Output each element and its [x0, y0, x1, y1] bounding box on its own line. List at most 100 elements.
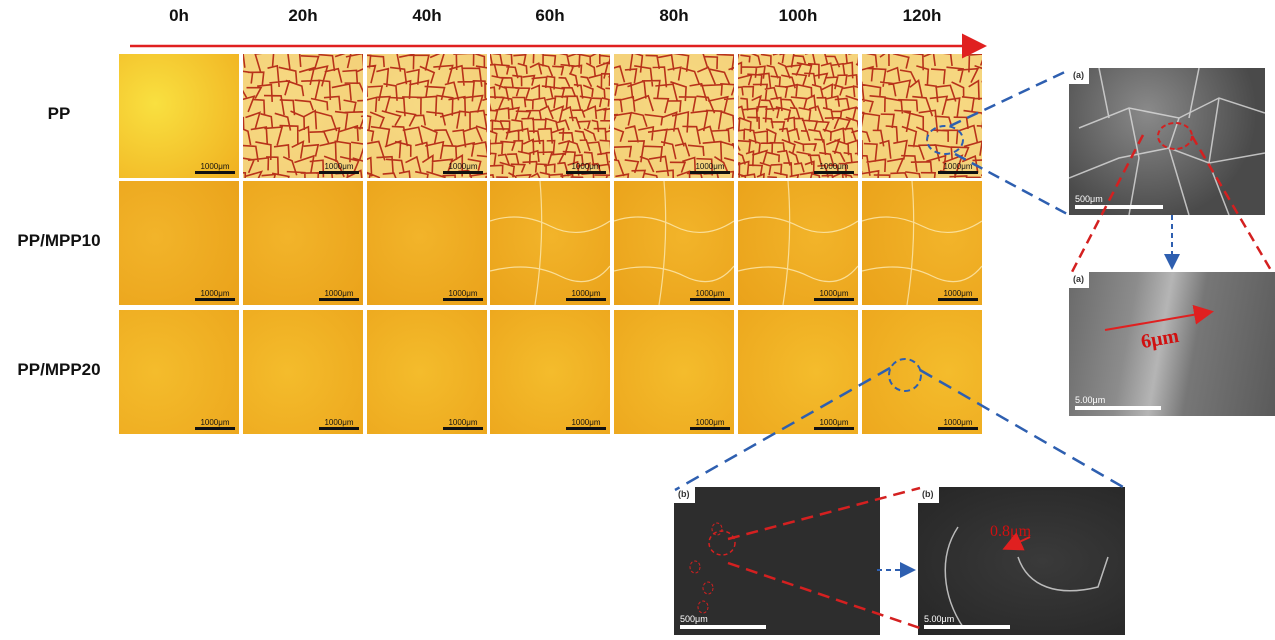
scale-bar: 1000μm: [319, 162, 359, 174]
scale-bar: 1000μm: [195, 289, 235, 301]
column-label-120h: 120h: [902, 6, 942, 25]
scale-bar: 1000μm: [814, 162, 854, 174]
panel-tag: (b): [918, 487, 939, 503]
scale-label: 1000μm: [200, 289, 230, 298]
row-label: PP/MPP20: [17, 360, 101, 379]
scale-label: 1000μm: [695, 162, 725, 171]
sem-texture: [944, 526, 1109, 628]
surface-texture: [490, 181, 610, 305]
micrograph-PP-120h: 1000μm: [862, 54, 982, 178]
panel-tag: (b): [674, 487, 695, 503]
micrograph-PP-60h: 1000μm: [490, 54, 610, 178]
micrograph-PP/MPP20-80h: 1000μm: [614, 310, 734, 434]
micrograph-PP-80h: 1000μm: [614, 54, 734, 178]
micrograph-PP/MPP20-20h: 1000μm: [243, 310, 363, 434]
scale-label: 1000μm: [448, 418, 478, 427]
scale-label: 1000μm: [200, 418, 230, 427]
sem-b-low: (b) 500μm: [674, 487, 880, 635]
scale-bar: 1000μm: [690, 162, 730, 174]
scale-label: 1000μm: [943, 289, 973, 298]
micrograph-PP/MPP20-100h: 1000μm: [738, 310, 858, 434]
scale-label: 500μm: [1075, 194, 1103, 204]
micrograph-PP/MPP10-20h: 1000μm: [243, 181, 363, 305]
micrograph-PP-100h: 1000μm: [738, 54, 858, 178]
sem-a-low: (a) 500μm: [1069, 68, 1265, 215]
scale-label: 1000μm: [200, 162, 230, 171]
scale-bar: 1000μm: [814, 418, 854, 430]
scale-bar: 1000μm: [566, 289, 606, 301]
micrograph-PP-0h: 1000μm: [119, 54, 239, 178]
micrograph-PP/MPP10-0h: 1000μm: [119, 181, 239, 305]
panel-tag: (a): [1069, 68, 1089, 84]
scale-label: 1000μm: [695, 289, 725, 298]
scale-bar: 5.00μm: [924, 614, 1010, 629]
scale-bar: 1000μm: [195, 418, 235, 430]
panel-tag: (a): [1069, 272, 1089, 288]
scale-label: 1000μm: [324, 418, 354, 427]
column-label-80h: 80h: [659, 6, 689, 25]
micrograph-PP/MPP10-100h: 1000μm: [738, 181, 858, 305]
crack-pattern: [490, 54, 610, 178]
sem-a-high: (a) 6μm 5.00μm: [1069, 272, 1275, 416]
crack-pattern: [614, 54, 734, 178]
scale-bar: 1000μm: [938, 162, 978, 174]
scale-label: 1000μm: [448, 289, 478, 298]
scale-bar: 1000μm: [566, 162, 606, 174]
micrograph-PP-40h: 1000μm: [367, 54, 487, 178]
scale-bar: 1000μm: [938, 289, 978, 301]
surface-texture: [614, 181, 734, 305]
micrograph-PP/MPP20-40h: 1000μm: [367, 310, 487, 434]
scale-bar: 1000μm: [690, 418, 730, 430]
crack-pattern: [367, 54, 487, 178]
scale-bar: 1000μm: [443, 162, 483, 174]
scale-bar: 1000μm: [814, 289, 854, 301]
scale-label: 5.00μm: [1075, 395, 1106, 405]
row-label: PP: [47, 104, 71, 123]
micrograph-PP/MPP10-120h: 1000μm: [862, 181, 982, 305]
column-label-0h: 0h: [169, 6, 189, 25]
column-label-100h: 100h: [778, 6, 818, 25]
scale-label: 1000μm: [943, 418, 973, 427]
micrograph-PP/MPP10-40h: 1000μm: [367, 181, 487, 305]
column-label-40h: 40h: [412, 6, 442, 25]
column-label-20h: 20h: [288, 6, 318, 25]
scale-bar: 1000μm: [690, 289, 730, 301]
scale-bar: 1000μm: [443, 289, 483, 301]
scale-label: 1000μm: [571, 418, 601, 427]
surface-texture: [738, 181, 858, 305]
scale-label: 1000μm: [819, 418, 849, 427]
crack-pattern: [862, 54, 982, 178]
micrograph-PP-20h: 1000μm: [243, 54, 363, 178]
scale-label: 5.00μm: [924, 614, 955, 624]
measure-label: 0.8μm: [990, 523, 1032, 540]
scale-label: 1000μm: [819, 289, 849, 298]
scale-bar: 1000μm: [566, 418, 606, 430]
surface-texture: [862, 181, 982, 305]
micrograph-PP/MPP20-120h: 1000μm: [862, 310, 982, 434]
scale-label: 1000μm: [324, 162, 354, 171]
scale-bar: 1000μm: [443, 418, 483, 430]
sem-texture: [1069, 68, 1265, 215]
measure-label: 6μm: [1139, 324, 1181, 354]
scale-label: 500μm: [680, 614, 708, 624]
scale-label: 1000μm: [695, 418, 725, 427]
scale-bar: 1000μm: [938, 418, 978, 430]
scale-label: 1000μm: [819, 162, 849, 171]
row-label: PP/MPP10: [17, 231, 101, 250]
sem-b-high: (b) 0.8μm 5.00μm: [918, 487, 1125, 635]
crack-pattern: [243, 54, 363, 178]
scale-label: 1000μm: [571, 289, 601, 298]
scale-bar: 1000μm: [195, 162, 235, 174]
micrograph-PP/MPP10-80h: 1000μm: [614, 181, 734, 305]
micrograph-PP/MPP20-60h: 1000μm: [490, 310, 610, 434]
scale-bar: 5.00μm: [1075, 395, 1161, 410]
scale-label: 1000μm: [324, 289, 354, 298]
scale-bar: 500μm: [680, 614, 766, 629]
scale-label: 1000μm: [448, 162, 478, 171]
crack-pattern: [738, 54, 858, 178]
scale-bar: 1000μm: [319, 289, 359, 301]
micrograph-PP/MPP10-60h: 1000μm: [490, 181, 610, 305]
scale-bar: 1000μm: [319, 418, 359, 430]
scale-label: 1000μm: [943, 162, 973, 171]
micrograph-PP/MPP20-0h: 1000μm: [119, 310, 239, 434]
